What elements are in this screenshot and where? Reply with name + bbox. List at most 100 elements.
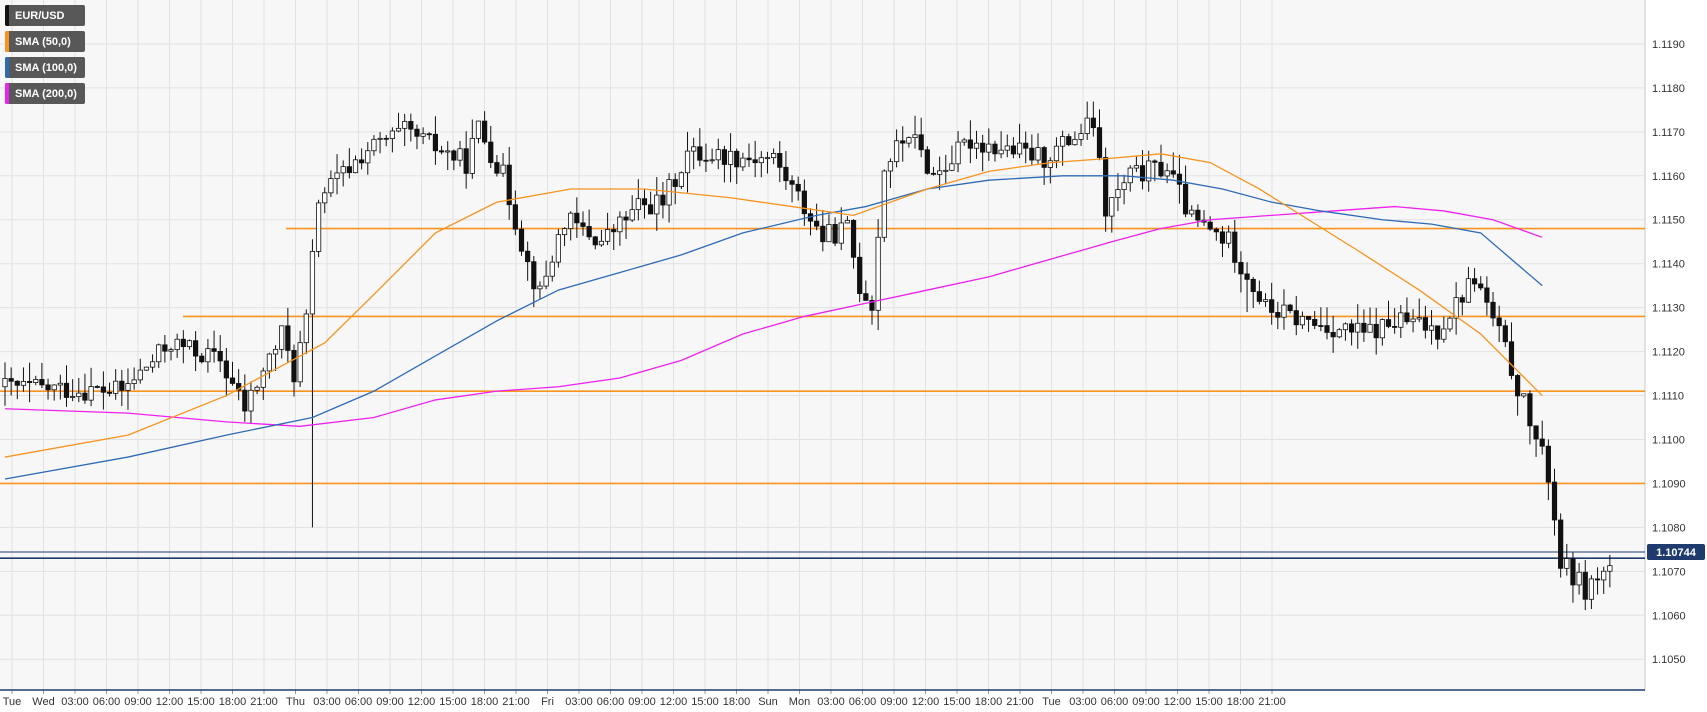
candle-down [623,216,629,221]
y-tick-label: 1.1140 [1652,259,1685,271]
candle-up [315,202,322,252]
x-tick-label: 03:00 [817,696,845,708]
candle-down [1293,310,1299,326]
candle-up [943,169,949,172]
candle-up [1281,304,1287,318]
sma50-line [4,153,1543,458]
candle-down [506,164,512,206]
candle-up [266,353,273,372]
candle-up [1127,167,1133,184]
legend-item-sma200[interactable]: SMA (200,0) [5,83,85,104]
x-tick-label: 18:00 [723,696,751,708]
candle-up [561,228,568,236]
candle-down [1533,425,1539,440]
candle-down [1305,316,1312,320]
current-price-label: 1.10744 [1656,547,1697,559]
legend-item-eurusd[interactable]: EUR/USD [5,5,85,26]
candle-down [100,386,106,393]
candle-up [973,142,980,149]
candle-up [654,194,660,215]
x-tick-label: 21:00 [502,696,530,708]
legend-item-sma100[interactable]: SMA (100,0) [5,57,85,78]
candle-down [1508,341,1515,376]
candle-down [525,250,531,263]
plot-background [0,0,1645,690]
legend-label-sma200: SMA (200,0) [15,87,77,100]
candle-up [715,149,721,161]
candle-down [488,141,494,163]
x-tick-label: 18:00 [219,696,247,708]
y-tick-label: 1.1130 [1652,303,1685,315]
candle-up [1262,299,1269,302]
candle-up [838,222,844,244]
candle-down [119,380,125,391]
candle-up [1441,328,1447,340]
candle-down [869,300,875,311]
candle-down [1176,173,1183,185]
candle-down [1244,273,1250,280]
candle-down [1558,519,1564,569]
candle-down [408,121,414,130]
candle-down [1269,299,1275,313]
legend-swatch-sma200 [5,83,9,104]
candle-down [924,149,930,174]
x-tick-label: 18:00 [471,696,499,708]
candle-up [727,150,734,165]
candle-down [746,157,752,161]
candle-up [635,198,641,211]
candle-down [451,150,457,161]
candle-up [475,120,482,139]
candle-up [1601,570,1607,581]
candle-up [469,137,475,174]
candle-down [512,204,518,230]
candle-up [1047,160,1053,168]
x-tick-label: Sun [758,696,778,708]
x-tick-label: 12:00 [660,696,688,708]
candle-up [156,344,162,363]
candle-up [2,378,8,388]
candle-up [844,220,850,224]
candle-down [1373,323,1379,339]
candle-up [168,349,174,352]
candle-down [432,133,439,152]
candle-up [1078,133,1084,140]
candle-down [592,236,598,246]
candle-up [549,261,555,277]
candle-up [961,139,967,143]
candle-up [598,240,605,246]
y-tick-label: 1.1110 [1652,391,1684,403]
candle-up [174,338,180,351]
candle-down [463,148,469,174]
candle-up [365,150,371,164]
candle-up [1072,139,1078,146]
candle-down [1484,287,1490,303]
legend-item-sma50[interactable]: SMA (50,0) [5,31,85,52]
candle-up [205,348,211,363]
candle-down [1041,147,1047,168]
candle-down [26,381,33,383]
x-tick-label: 15:00 [943,696,971,708]
candle-up [33,379,39,383]
candle-down [1207,221,1213,230]
candle-up [684,150,691,174]
x-tick-label: 06:00 [1101,696,1129,708]
candle-down [383,137,389,140]
candle-down [1287,304,1293,312]
candle-up [1146,160,1152,182]
candle-up [1164,170,1170,177]
candle-up [1607,565,1613,572]
candle-down [180,338,186,348]
candle-down [1275,312,1281,318]
candle-down [863,293,869,301]
candle-up [1121,182,1127,190]
candle-up [826,224,832,243]
candle-up [1060,136,1066,147]
candle-down [1090,117,1096,129]
x-tick-label: 09:00 [376,696,404,708]
candle-down [672,179,678,187]
candle-down [1219,231,1226,244]
candle-down [482,120,488,143]
candle-up [420,133,426,137]
candle-up [340,166,346,174]
candle-down [1170,170,1176,175]
